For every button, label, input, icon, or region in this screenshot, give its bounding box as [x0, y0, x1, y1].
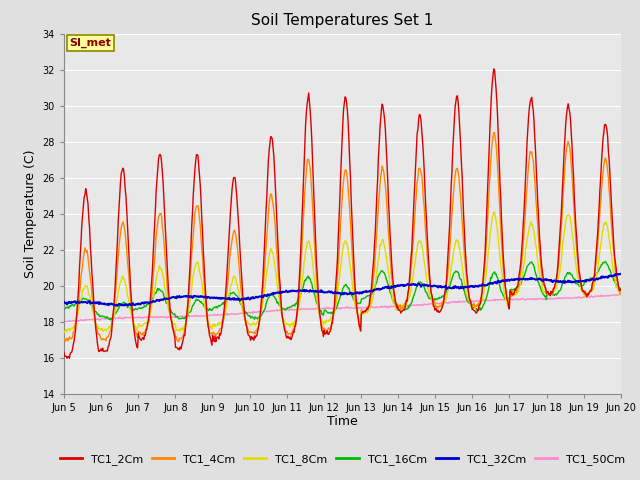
- Legend: TC1_2Cm, TC1_4Cm, TC1_8Cm, TC1_16Cm, TC1_32Cm, TC1_50Cm: TC1_2Cm, TC1_4Cm, TC1_8Cm, TC1_16Cm, TC1…: [55, 450, 630, 469]
- TC1_8Cm: [410, 266, 418, 272]
- TC1_4Cm: [428, 290, 435, 296]
- TC1_8Cm: [60, 330, 68, 336]
- Line: TC1_8Cm: TC1_8Cm: [64, 212, 621, 333]
- TC1_32Cm: [617, 271, 625, 276]
- TC1_8Cm: [426, 294, 434, 300]
- TC1_32Cm: [214, 296, 222, 301]
- TC1_16Cm: [107, 317, 115, 323]
- TC1_8Cm: [214, 322, 221, 327]
- TC1_32Cm: [70, 299, 78, 305]
- TC1_4Cm: [617, 290, 625, 296]
- Line: TC1_4Cm: TC1_4Cm: [64, 132, 621, 342]
- Title: Soil Temperatures Set 1: Soil Temperatures Set 1: [252, 13, 433, 28]
- TC1_2Cm: [71, 332, 79, 338]
- TC1_2Cm: [214, 335, 222, 340]
- TC1_50Cm: [411, 302, 419, 308]
- TC1_16Cm: [214, 303, 222, 309]
- TC1_32Cm: [411, 282, 419, 288]
- Line: TC1_16Cm: TC1_16Cm: [64, 262, 621, 320]
- TC1_32Cm: [185, 293, 193, 299]
- TC1_8Cm: [127, 311, 135, 317]
- TC1_50Cm: [71, 318, 79, 324]
- TC1_50Cm: [428, 300, 435, 306]
- TC1_4Cm: [175, 339, 182, 345]
- TC1_2Cm: [617, 287, 625, 292]
- TC1_2Cm: [490, 66, 498, 72]
- TC1_4Cm: [127, 305, 135, 311]
- TC1_16Cm: [617, 286, 625, 292]
- TC1_8Cm: [617, 292, 625, 298]
- TC1_32Cm: [128, 301, 136, 307]
- Y-axis label: Soil Temperature (C): Soil Temperature (C): [24, 149, 37, 278]
- X-axis label: Time: Time: [327, 415, 358, 429]
- TC1_2Cm: [63, 355, 71, 361]
- TC1_50Cm: [128, 314, 136, 320]
- TC1_16Cm: [428, 295, 435, 301]
- TC1_50Cm: [214, 312, 222, 317]
- TC1_4Cm: [491, 130, 499, 135]
- TC1_16Cm: [60, 305, 68, 311]
- TC1_4Cm: [70, 328, 78, 334]
- TC1_4Cm: [185, 294, 193, 300]
- TC1_2Cm: [411, 180, 419, 186]
- TC1_8Cm: [70, 324, 78, 329]
- TC1_8Cm: [491, 209, 499, 215]
- Line: TC1_2Cm: TC1_2Cm: [64, 69, 621, 358]
- Line: TC1_32Cm: TC1_32Cm: [64, 274, 621, 306]
- TC1_32Cm: [428, 284, 435, 289]
- TC1_2Cm: [185, 286, 193, 291]
- TC1_16Cm: [411, 289, 419, 295]
- TC1_16Cm: [185, 310, 193, 316]
- TC1_2Cm: [60, 349, 68, 355]
- TC1_4Cm: [214, 330, 222, 336]
- TC1_2Cm: [128, 306, 136, 312]
- Text: SI_met: SI_met: [70, 38, 111, 48]
- TC1_4Cm: [60, 337, 68, 343]
- TC1_16Cm: [70, 303, 78, 309]
- TC1_50Cm: [185, 313, 193, 319]
- TC1_50Cm: [63, 319, 70, 324]
- TC1_8Cm: [184, 311, 192, 317]
- TC1_4Cm: [411, 214, 419, 220]
- TC1_50Cm: [60, 319, 68, 324]
- TC1_32Cm: [60, 299, 68, 305]
- TC1_16Cm: [602, 259, 609, 264]
- TC1_16Cm: [128, 306, 136, 312]
- TC1_2Cm: [428, 289, 435, 295]
- TC1_50Cm: [617, 291, 625, 297]
- Line: TC1_50Cm: TC1_50Cm: [64, 294, 621, 322]
- TC1_32Cm: [113, 303, 121, 309]
